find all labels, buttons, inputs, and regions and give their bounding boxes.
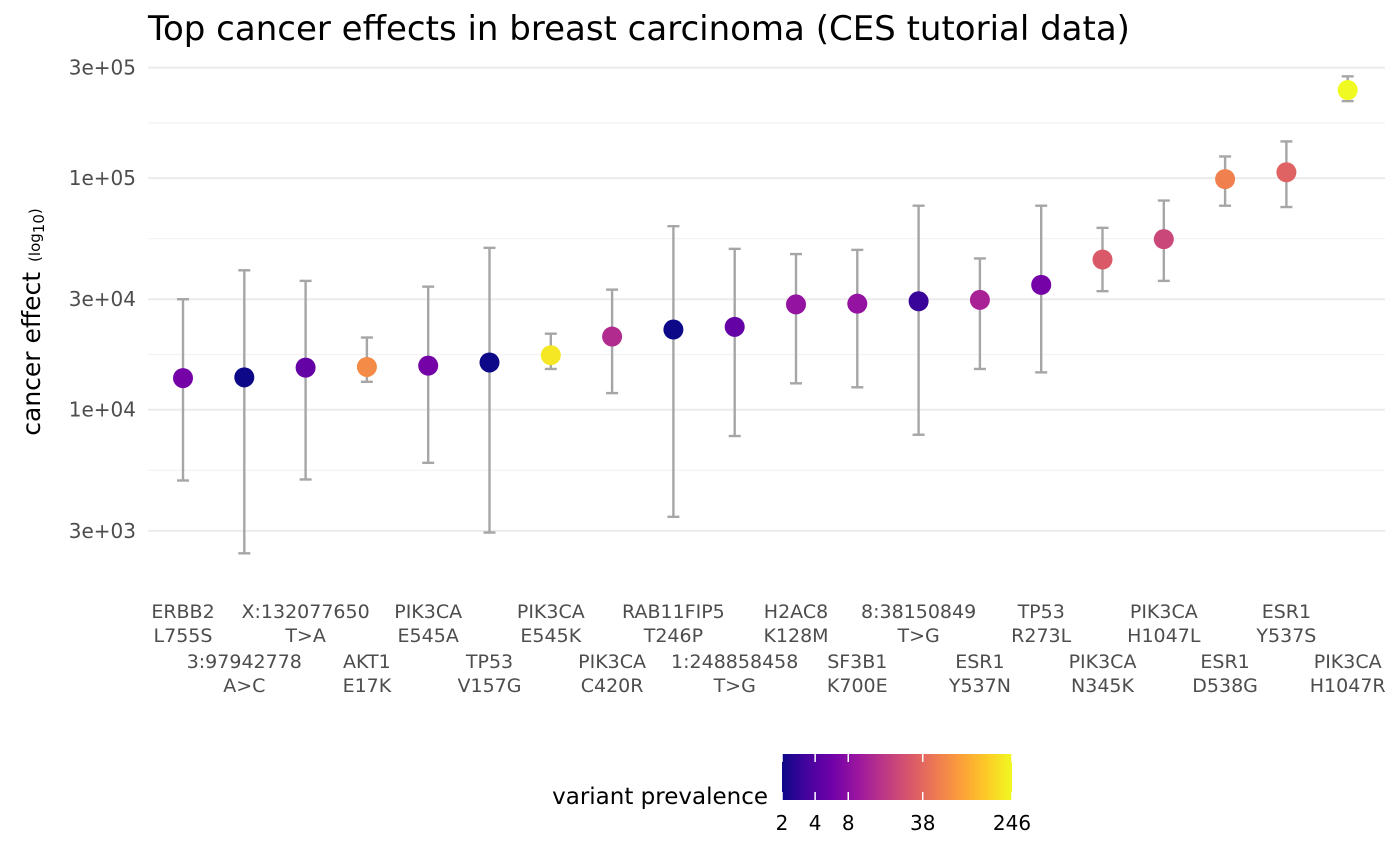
data-point xyxy=(602,326,623,347)
x-tick-label-variant: T>G xyxy=(896,625,939,647)
x-tick-label-gene: ERBB2 xyxy=(151,601,214,623)
legend-colorbar xyxy=(782,754,1012,800)
legend-tick-label: 2 xyxy=(776,811,789,835)
x-tick-label-variant: N345K xyxy=(1071,675,1134,697)
x-tick-label-variant: H1047R xyxy=(1310,675,1386,697)
x-tick-label-variant: T246P xyxy=(643,625,703,647)
y-tick-label: 1e+04 xyxy=(69,398,136,422)
x-tick-label-variant: V157G xyxy=(458,675,522,697)
x-tick-label-variant: D538G xyxy=(1192,675,1258,697)
y-axis-label-main: cancer effect xyxy=(17,272,46,436)
legend-tick-label: 8 xyxy=(842,811,855,835)
chart-title: Top cancer effects in breast carcinoma (… xyxy=(147,9,1130,49)
x-tick-label-gene: SF3B1 xyxy=(827,651,887,673)
x-tick-label-gene: TP53 xyxy=(465,651,513,673)
data-point xyxy=(1276,162,1297,183)
data-point xyxy=(786,294,806,315)
data-point xyxy=(418,355,439,376)
legend: variant prevalence 2 4 8 38 246 xyxy=(552,754,1031,835)
x-tick-label-variant: E17K xyxy=(343,675,392,697)
grid xyxy=(148,66,1385,532)
y-axis-label: cancer effect (log10) xyxy=(17,208,48,435)
y-tick-label: 3e+04 xyxy=(69,287,136,311)
data-point xyxy=(663,319,684,340)
x-tick-label-gene: PIK3CA xyxy=(394,601,462,623)
x-tick-label-variant: L755S xyxy=(154,625,213,647)
x-tick-label-gene: PIK3CA xyxy=(1130,601,1198,623)
x-tick-label-gene: ESR1 xyxy=(1262,601,1311,623)
x-tick-label-variant: R273L xyxy=(1011,625,1071,647)
data-point xyxy=(969,289,990,310)
x-tick-label-gene: PIK3CA xyxy=(517,601,585,623)
x-tick-label-gene: ESR1 xyxy=(1200,651,1249,673)
data-point xyxy=(908,291,929,312)
x-tick-label-gene: X:132077650 xyxy=(241,601,369,623)
x-tick-label-variant: C420R xyxy=(581,675,644,697)
data-point xyxy=(356,356,377,377)
y-axis-label-scale-close: ) xyxy=(26,208,44,214)
x-tick-label-gene: ESR1 xyxy=(955,651,1004,673)
x-tick-label-gene: PIK3CA xyxy=(578,651,646,673)
legend-tick-label: 246 xyxy=(993,811,1031,835)
x-tick-label-variant: K128M xyxy=(763,625,828,647)
data-point xyxy=(1092,249,1113,270)
x-tick-label-variant: Y537N xyxy=(948,675,1011,697)
y-tick-label: 3e+05 xyxy=(69,56,136,80)
x-tick-label-gene: 3:97942778 xyxy=(187,651,302,673)
y-axis-label-scale: (log xyxy=(26,233,44,262)
data-point xyxy=(173,368,193,389)
x-tick-label-gene: TP53 xyxy=(1017,601,1065,623)
legend-ticks: 2 4 8 38 246 xyxy=(776,754,1031,835)
x-tick-label-gene: PIK3CA xyxy=(1069,651,1137,673)
x-tick-label-variant: T>G xyxy=(713,675,756,697)
data-point xyxy=(479,352,500,373)
x-tick-label-variant: H1047L xyxy=(1127,625,1201,647)
y-tick-label: 1e+05 xyxy=(69,166,136,190)
x-tick-label-variant: E545K xyxy=(520,625,581,647)
x-tick-label-gene: 8:38150849 xyxy=(861,601,976,623)
data-point xyxy=(724,316,745,337)
legend-tick-label: 38 xyxy=(910,811,935,835)
legend-tick-label: 4 xyxy=(809,811,822,835)
y-axis-ticks: 3e+03 1e+04 3e+04 1e+05 3e+05 xyxy=(69,56,136,543)
x-tick-label-gene: 1:248858458 xyxy=(671,651,798,673)
x-tick-label-variant: Y537S xyxy=(1255,625,1316,647)
x-tick-label-variant: K700E xyxy=(827,675,888,697)
data-point xyxy=(295,357,316,378)
x-tick-label-gene: RAB11FIP5 xyxy=(622,601,725,623)
x-tick-label-variant: T>A xyxy=(284,625,326,647)
x-tick-label-gene: PIK3CA xyxy=(1314,651,1382,673)
data-point xyxy=(234,367,255,388)
data-point xyxy=(1337,80,1358,101)
x-tick-label-gene: H2AC8 xyxy=(764,601,828,623)
error-bars xyxy=(177,75,1354,555)
x-tick-label-gene: AKT1 xyxy=(343,651,391,673)
x-tick-label-variant: A>C xyxy=(223,675,265,697)
y-tick-label: 3e+03 xyxy=(69,519,136,543)
data-point xyxy=(1215,169,1236,190)
x-tick-label-variant: E545A xyxy=(398,625,459,647)
y-axis-label-scale-sub: 10 xyxy=(30,214,48,233)
legend-title: variant prevalence xyxy=(552,784,768,810)
data-point xyxy=(1031,274,1052,295)
data-point xyxy=(540,345,561,366)
data-point xyxy=(847,293,868,314)
data-point xyxy=(1153,229,1174,250)
data-points xyxy=(173,80,1358,389)
